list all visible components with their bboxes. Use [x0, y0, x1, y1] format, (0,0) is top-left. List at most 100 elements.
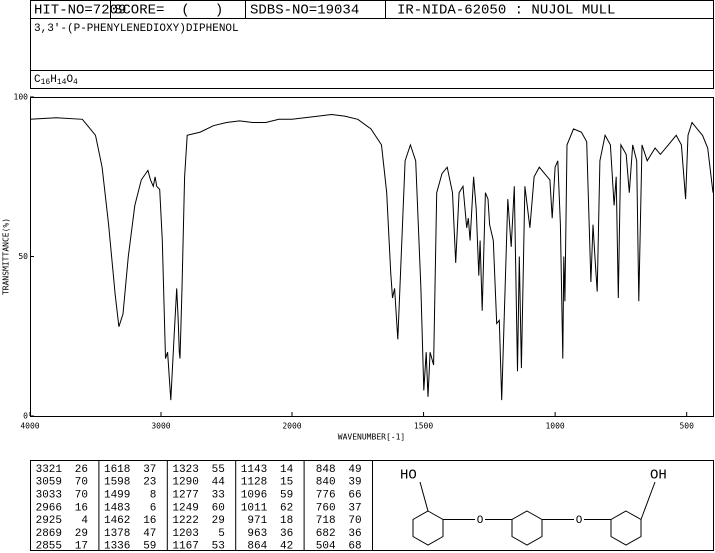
peak-intensity: 68: [348, 541, 361, 553]
peak-intensity: 8: [150, 490, 157, 502]
peak-wavenumber: 504: [316, 541, 336, 553]
peak-wavenumber: 1096: [241, 490, 267, 502]
peak-intensity: 59: [280, 490, 293, 502]
x-tick-label: 1000: [545, 422, 564, 431]
peak-wavenumber: 3033: [36, 490, 62, 502]
peak-wavenumber: 1128: [241, 477, 267, 489]
y-tick-label: 100: [14, 93, 29, 102]
peak-wavenumber: 760: [316, 502, 336, 514]
atom-label: O: [477, 515, 484, 527]
peak-wavenumber: 1167: [172, 541, 198, 553]
peak-intensity: 37: [143, 464, 156, 476]
x-tick-label: 2000: [282, 422, 301, 431]
sdbs-no: SDBS-NO=19034: [250, 3, 359, 19]
peak-intensity: 16: [75, 502, 88, 514]
peak-wavenumber: 682: [316, 528, 336, 540]
ring: [511, 510, 543, 546]
formula-part: O: [66, 74, 73, 86]
peak-wavenumber: 1483: [104, 502, 130, 514]
peak-wavenumber: 1290: [172, 477, 198, 489]
atom-label: OH: [650, 468, 667, 484]
score: SCORE= ( ): [114, 3, 223, 19]
peak-intensity: 59: [143, 541, 156, 553]
peak-intensity: 53: [212, 541, 225, 553]
peak-intensity: 18: [280, 515, 293, 527]
peak-intensity: 5: [218, 528, 225, 540]
peak-wavenumber: 1249: [172, 502, 198, 514]
formula-part: 14: [57, 78, 67, 87]
peak-wavenumber: 718: [316, 515, 336, 527]
peak-wavenumber: 776: [316, 490, 336, 502]
x-tick-label: 1500: [414, 422, 433, 431]
plot: 0 50 100 4000 3000 2000 1500 1000 500 WAVENUMBER[…: [2, 93, 714, 442]
x-tick-label: 500: [679, 422, 694, 431]
ring: [412, 510, 444, 546]
ring: [610, 510, 642, 546]
bond: [419, 481, 429, 512]
peak-wavenumber: 1378: [104, 528, 130, 540]
peak-intensity: 39: [348, 477, 361, 489]
hit-no: HIT-NO=7209: [34, 3, 126, 19]
peak-intensity: 60: [212, 502, 225, 514]
formula-part: C: [34, 74, 41, 86]
peak-wavenumber: 1222: [172, 515, 198, 527]
peak-wavenumber: 3059: [36, 477, 62, 489]
atom-label: HO: [400, 468, 417, 484]
peak-intensity: 42: [280, 541, 293, 553]
peak-wavenumber: 864: [247, 541, 267, 553]
peak-wavenumber: 963: [247, 528, 267, 540]
formula-part: H: [50, 74, 57, 86]
peak-intensity: 49: [348, 464, 361, 476]
peak-wavenumber: 1011: [241, 502, 268, 514]
peak-intensity: 6: [150, 502, 157, 514]
peak-intensity: 17: [75, 541, 88, 553]
peak-wavenumber: 2855: [36, 541, 62, 553]
atom-label: O: [576, 515, 583, 527]
peak-intensity: 16: [143, 515, 156, 527]
peak-wavenumber: 1598: [104, 477, 130, 489]
peak-intensity: 36: [280, 528, 293, 540]
peak-intensity: 70: [75, 490, 88, 502]
peak-wavenumber: 971: [247, 515, 267, 527]
header-box: [30, 0, 714, 89]
peak-wavenumber: 1462: [104, 515, 130, 527]
peak-intensity: 26: [75, 464, 88, 476]
peak-wavenumber: 1323: [172, 464, 198, 476]
peak-wavenumber: 2966: [36, 502, 62, 514]
peak-wavenumber: 3321: [36, 464, 63, 476]
peak-wavenumber: 2925: [36, 515, 62, 527]
peak-intensity: 70: [75, 477, 88, 489]
formula: C16H14O4: [34, 74, 78, 87]
x-tick-label: 4000: [20, 422, 39, 431]
method: IR-NIDA-62050 : NUJOL MULL: [397, 3, 615, 19]
peak-wavenumber: 1143: [241, 464, 267, 476]
peak-intensity: 44: [212, 477, 226, 489]
x-tick-label: 3000: [151, 422, 170, 431]
y-tick-label: 0: [23, 412, 28, 421]
y-tick-label: 50: [18, 252, 28, 261]
y-axis-label: TRANSMITTANCE(%): [2, 218, 11, 295]
peak-intensity: 37: [348, 502, 361, 514]
structure: [412, 481, 656, 546]
peak-intensity: 4: [81, 515, 88, 527]
peak-wavenumber: 1618: [104, 464, 130, 476]
spectrum-line: [29, 113, 714, 401]
peak-wavenumber: 1499: [104, 490, 130, 502]
peak-wavenumber: 840: [316, 477, 336, 489]
peak-wavenumber: 1203: [172, 528, 198, 540]
bond: [640, 481, 656, 520]
peak-intensity: 14: [280, 464, 294, 476]
formula-part: 4: [73, 78, 78, 87]
compound-name: 3,3'-(P-PHENYLENEDIOXY)DIPHENOL: [34, 23, 239, 35]
peak-intensity: 29: [75, 528, 88, 540]
peak-wavenumber: 1336: [104, 541, 130, 553]
peak-wavenumber: 1277: [172, 490, 198, 502]
peak-intensity: 70: [348, 515, 361, 527]
peak-wavenumber: 2869: [36, 528, 62, 540]
peak-intensity: 29: [212, 515, 225, 527]
peak-intensity: 66: [348, 490, 361, 502]
peak-intensity: 47: [143, 528, 156, 540]
peak-intensity: 62: [280, 502, 293, 514]
